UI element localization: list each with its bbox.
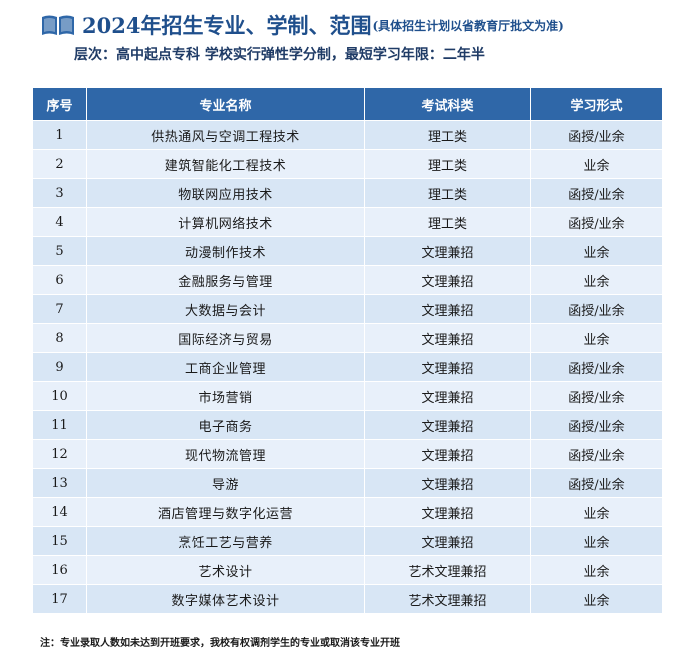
table-row: 4 计算机网络技术 理工类 函授/业余	[32, 207, 663, 237]
exam-category-cell: 理工类	[364, 207, 531, 237]
row-number-cell: 5	[32, 236, 87, 266]
row-number-cell: 11	[32, 410, 87, 440]
exam-category-cell: 文理兼招	[364, 294, 531, 324]
table-row: 15 烹饪工艺与营养 文理兼招 业余	[32, 526, 663, 556]
row-number-cell: 7	[32, 294, 87, 324]
major-name-cell: 烹饪工艺与营养	[86, 526, 365, 556]
exam-category-cell: 文理兼招	[364, 236, 531, 266]
column-header-no: 序号	[32, 87, 87, 121]
study-mode-cell: 函授/业余	[530, 294, 663, 324]
exam-category-cell: 文理兼招	[364, 352, 531, 382]
major-name-cell: 建筑智能化工程技术	[86, 149, 365, 179]
exam-category-cell: 文理兼招	[364, 526, 531, 556]
study-mode-cell: 业余	[530, 149, 663, 179]
major-name-cell: 计算机网络技术	[86, 207, 365, 237]
column-header-category: 考试科类	[364, 87, 531, 121]
major-name-cell: 艺术设计	[86, 555, 365, 585]
table-row: 16 艺术设计 艺术文理兼招 业余	[32, 555, 663, 585]
major-name-cell: 动漫制作技术	[86, 236, 365, 266]
row-number-cell: 8	[32, 323, 87, 353]
major-name-cell: 电子商务	[86, 410, 365, 440]
book-icon	[42, 15, 74, 35]
table-row: 17 数字媒体艺术设计 艺术文理兼招 业余	[32, 584, 663, 614]
table-row: 11 电子商务 文理兼招 函授/业余	[32, 410, 663, 440]
major-name-cell: 市场营销	[86, 381, 365, 411]
row-number-cell: 16	[32, 555, 87, 585]
major-name-cell: 物联网应用技术	[86, 178, 365, 208]
study-mode-cell: 业余	[530, 526, 663, 556]
title-note: (具体招生计划以省教育厅批文为准)	[372, 18, 564, 33]
exam-category-cell: 文理兼招	[364, 265, 531, 295]
exam-category-cell: 理工类	[364, 178, 531, 208]
study-mode-cell: 函授/业余	[530, 468, 663, 498]
study-mode-cell: 函授/业余	[530, 120, 663, 150]
row-number-cell: 4	[32, 207, 87, 237]
table-header-row: 序号 专业名称 考试科类 学习形式	[32, 87, 663, 121]
exam-category-cell: 理工类	[364, 149, 531, 179]
column-header-major: 专业名称	[86, 87, 365, 121]
table-row: 12 现代物流管理 文理兼招 函授/业余	[32, 439, 663, 469]
major-name-cell: 供热通风与空调工程技术	[86, 120, 365, 150]
table-body: 1 供热通风与空调工程技术 理工类 函授/业余 2 建筑智能化工程技术 理工类 业余 3 物联网应…	[32, 120, 663, 614]
table-row: 3 物联网应用技术 理工类 函授/业余	[32, 178, 663, 208]
row-number-cell: 3	[32, 178, 87, 208]
major-name-cell: 国际经济与贸易	[86, 323, 365, 353]
footnote: 注：专业录取人数如未达到开班要求，我校有权调剂学生的专业或取消该专业开班	[40, 638, 400, 649]
exam-category-cell: 文理兼招	[364, 381, 531, 411]
table-row: 7 大数据与会计 文理兼招 函授/业余	[32, 294, 663, 324]
table-row: 8 国际经济与贸易 文理兼招 业余	[32, 323, 663, 353]
table-row: 13 导游 文理兼招 函授/业余	[32, 468, 663, 498]
row-number-cell: 14	[32, 497, 87, 527]
exam-category-cell: 文理兼招	[364, 323, 531, 353]
major-name-cell: 现代物流管理	[86, 439, 365, 469]
major-name-cell: 大数据与会计	[86, 294, 365, 324]
row-number-cell: 17	[32, 584, 87, 614]
row-number-cell: 13	[32, 468, 87, 498]
exam-category-cell: 理工类	[364, 120, 531, 150]
study-mode-cell: 函授/业余	[530, 439, 663, 469]
study-mode-cell: 业余	[530, 497, 663, 527]
major-name-cell: 金融服务与管理	[86, 265, 365, 295]
table-row: 9 工商企业管理 文理兼招 函授/业余	[32, 352, 663, 382]
study-mode-cell: 函授/业余	[530, 352, 663, 382]
row-number-cell: 10	[32, 381, 87, 411]
study-mode-cell: 业余	[530, 584, 663, 614]
table-row: 6 金融服务与管理 文理兼招 业余	[32, 265, 663, 295]
page-subtitle: 层次：高中起点专科 学校实行弹性学分制，最短学习年限：二年半	[74, 47, 485, 63]
page-header: 2024年招生专业、学制、范围 (具体招生计划以省教育厅批文为准)	[40, 10, 680, 40]
table-row: 2 建筑智能化工程技术 理工类 业余	[32, 149, 663, 179]
exam-category-cell: 文理兼招	[364, 468, 531, 498]
exam-category-cell: 文理兼招	[364, 497, 531, 527]
majors-table: 序号 专业名称 考试科类 学习形式 1 供热通风与空调工程技术 理工类 函授/业余 2 建…	[32, 87, 663, 614]
major-name-cell: 工商企业管理	[86, 352, 365, 382]
study-mode-cell: 函授/业余	[530, 207, 663, 237]
page-title: 2024年招生专业、学制、范围	[82, 13, 372, 38]
exam-category-cell: 艺术文理兼招	[364, 584, 531, 614]
study-mode-cell: 业余	[530, 323, 663, 353]
row-number-cell: 15	[32, 526, 87, 556]
exam-category-cell: 文理兼招	[364, 410, 531, 440]
study-mode-cell: 业余	[530, 555, 663, 585]
table-row: 14 酒店管理与数字化运营 文理兼招 业余	[32, 497, 663, 527]
row-number-cell: 6	[32, 265, 87, 295]
study-mode-cell: 函授/业余	[530, 381, 663, 411]
study-mode-cell: 函授/业余	[530, 178, 663, 208]
study-mode-cell: 业余	[530, 236, 663, 266]
study-mode-cell: 业余	[530, 265, 663, 295]
study-mode-cell: 函授/业余	[530, 410, 663, 440]
table-row: 5 动漫制作技术 文理兼招 业余	[32, 236, 663, 266]
row-number-cell: 1	[32, 120, 87, 150]
major-name-cell: 酒店管理与数字化运营	[86, 497, 365, 527]
major-name-cell: 导游	[86, 468, 365, 498]
exam-category-cell: 文理兼招	[364, 439, 531, 469]
exam-category-cell: 艺术文理兼招	[364, 555, 531, 585]
row-number-cell: 12	[32, 439, 87, 469]
table-row: 1 供热通风与空调工程技术 理工类 函授/业余	[32, 120, 663, 150]
row-number-cell: 2	[32, 149, 87, 179]
table-row: 10 市场营销 文理兼招 函授/业余	[32, 381, 663, 411]
column-header-mode: 学习形式	[530, 87, 663, 121]
row-number-cell: 9	[32, 352, 87, 382]
major-name-cell: 数字媒体艺术设计	[86, 584, 365, 614]
